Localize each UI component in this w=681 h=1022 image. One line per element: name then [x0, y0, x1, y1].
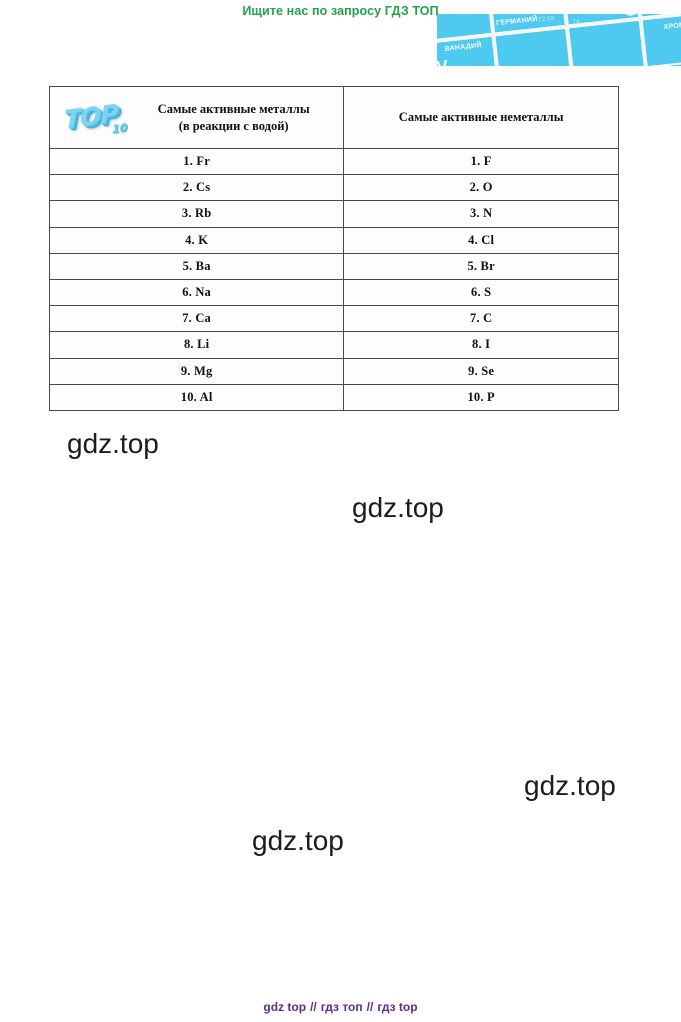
cell-metal-5: 5. Ba	[48, 252, 345, 280]
pt-symbol-v: V	[437, 57, 449, 66]
watermark-1: gdz.top	[67, 428, 159, 459]
top10-logo-word: TOP	[64, 98, 118, 134]
cell-metal-2: 2. Cs	[48, 174, 345, 202]
cell-metal-6: 6. Na	[48, 278, 345, 307]
cell-metal-7: 7. Ca	[48, 305, 345, 333]
cell-nonmetal-9: 9. Se	[343, 357, 619, 385]
pt-cell-blank-b	[493, 26, 573, 66]
watermark-2: gdz.top	[352, 492, 444, 523]
cell-nonmetal-5: 5. Br	[343, 252, 619, 280]
cell-nonmetal-7: 7. C	[343, 305, 619, 333]
cell-metal-3: 3. Rb	[48, 200, 345, 228]
watermark-4: gdz.top	[252, 825, 344, 856]
cell-nonmetal-1: 1. F	[343, 147, 619, 176]
table-row: 4. K 4. Cl	[48, 226, 619, 254]
header-metals-line1: Самые активные металлы	[157, 101, 310, 116]
footer-separator-1: //	[310, 1000, 317, 1014]
cell-metal-10: 10. Al	[48, 383, 345, 411]
cell-nonmetal-2: 2. O	[343, 174, 619, 202]
cell-metal-1: 1. Fr	[48, 147, 345, 176]
site-footer: gdz top//гдз топ//гдз top	[0, 1000, 681, 1014]
footer-link-gdz-top-ru[interactable]: гдз топ	[320, 1000, 363, 1014]
cell-nonmetal-3: 3. N	[343, 200, 619, 228]
table-header-row: TOP 10 Самые активные металлы (в реакции…	[48, 86, 619, 149]
header-cell-metals: TOP 10 Самые активные металлы (в реакции…	[48, 86, 345, 149]
cell-metal-4: 4. K	[48, 226, 345, 254]
table-body: 1. Fr 1. F 2. Cs 2. O 3. Rb 3. N 4. K 4.…	[48, 147, 619, 411]
header-cell-nonmetals: Самые активные неметаллы	[343, 86, 619, 149]
table-row: 7. Ca 7. C	[48, 305, 619, 333]
top10-elements-table: TOP 10 Самые активные металлы (в реакции…	[48, 86, 619, 411]
watermark-3: gdz.top	[524, 770, 616, 801]
top10-logo-icon: TOP 10	[62, 96, 136, 140]
table-row: 2. Cs 2. O	[48, 174, 619, 202]
footer-link-gdz-top-mixed[interactable]: гдз top	[377, 1000, 418, 1014]
table-row: 5. Ba 5. Br	[48, 252, 619, 280]
footer-link-gdz-top[interactable]: gdz top	[263, 1000, 307, 1014]
table-row: 3. Rb 3. N	[48, 200, 619, 228]
table-row: 10. Al 10. P	[48, 383, 619, 411]
footer-separator-2: //	[366, 1000, 374, 1014]
cell-nonmetal-6: 6. S	[343, 278, 619, 307]
table-row: 9. Mg 9. Se	[48, 357, 619, 385]
header-caption-metals: Самые активные металлы (в реакции с водо…	[136, 101, 337, 135]
header-metals-line2: (в реакции с водой)	[178, 118, 289, 133]
table-row: 1. Fr 1. F	[48, 147, 619, 176]
cell-nonmetal-4: 4. Cl	[343, 226, 619, 254]
table-row: 6. Na 6. S	[48, 278, 619, 307]
table-row: 8. Li 8. I	[48, 331, 619, 359]
top10-logo-ten: 10	[112, 120, 128, 136]
promo-text: Ищите нас по запросу ГДЗ ТОП	[242, 4, 439, 18]
cell-metal-8: 8. Li	[48, 331, 345, 359]
promo-bar: Ищите нас по запросу ГДЗ ТОП	[0, 0, 681, 22]
table-head: TOP 10 Самые активные металлы (в реакции…	[48, 86, 619, 149]
cell-metal-9: 9. Mg	[48, 357, 345, 385]
cell-nonmetal-8: 8. I	[343, 331, 619, 359]
cell-nonmetal-10: 10. P	[343, 383, 619, 411]
